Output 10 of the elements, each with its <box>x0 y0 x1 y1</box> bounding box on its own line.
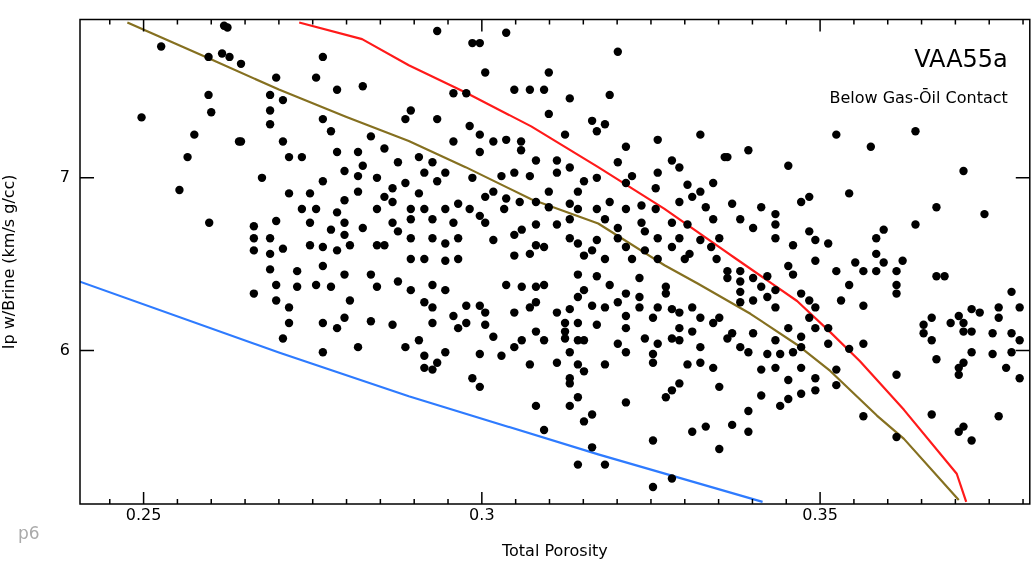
x-tick-label: 0.25 <box>125 504 162 524</box>
text: p6 <box>18 523 40 543</box>
annotation: VAA55a <box>914 44 1008 73</box>
annotation: Below Gas-Ōil Contact <box>829 87 1008 107</box>
y-tick-label: 7 <box>59 167 70 186</box>
y-axis-title: Ip w/Brine (km/s g/cc) <box>0 174 18 350</box>
x-axis-title: Total Porosity <box>500 540 608 560</box>
x-tick-label: 0.3 <box>469 504 495 524</box>
y-tick-label: 6 <box>59 339 70 359</box>
x-tick-label: 0.35 <box>802 504 838 524</box>
